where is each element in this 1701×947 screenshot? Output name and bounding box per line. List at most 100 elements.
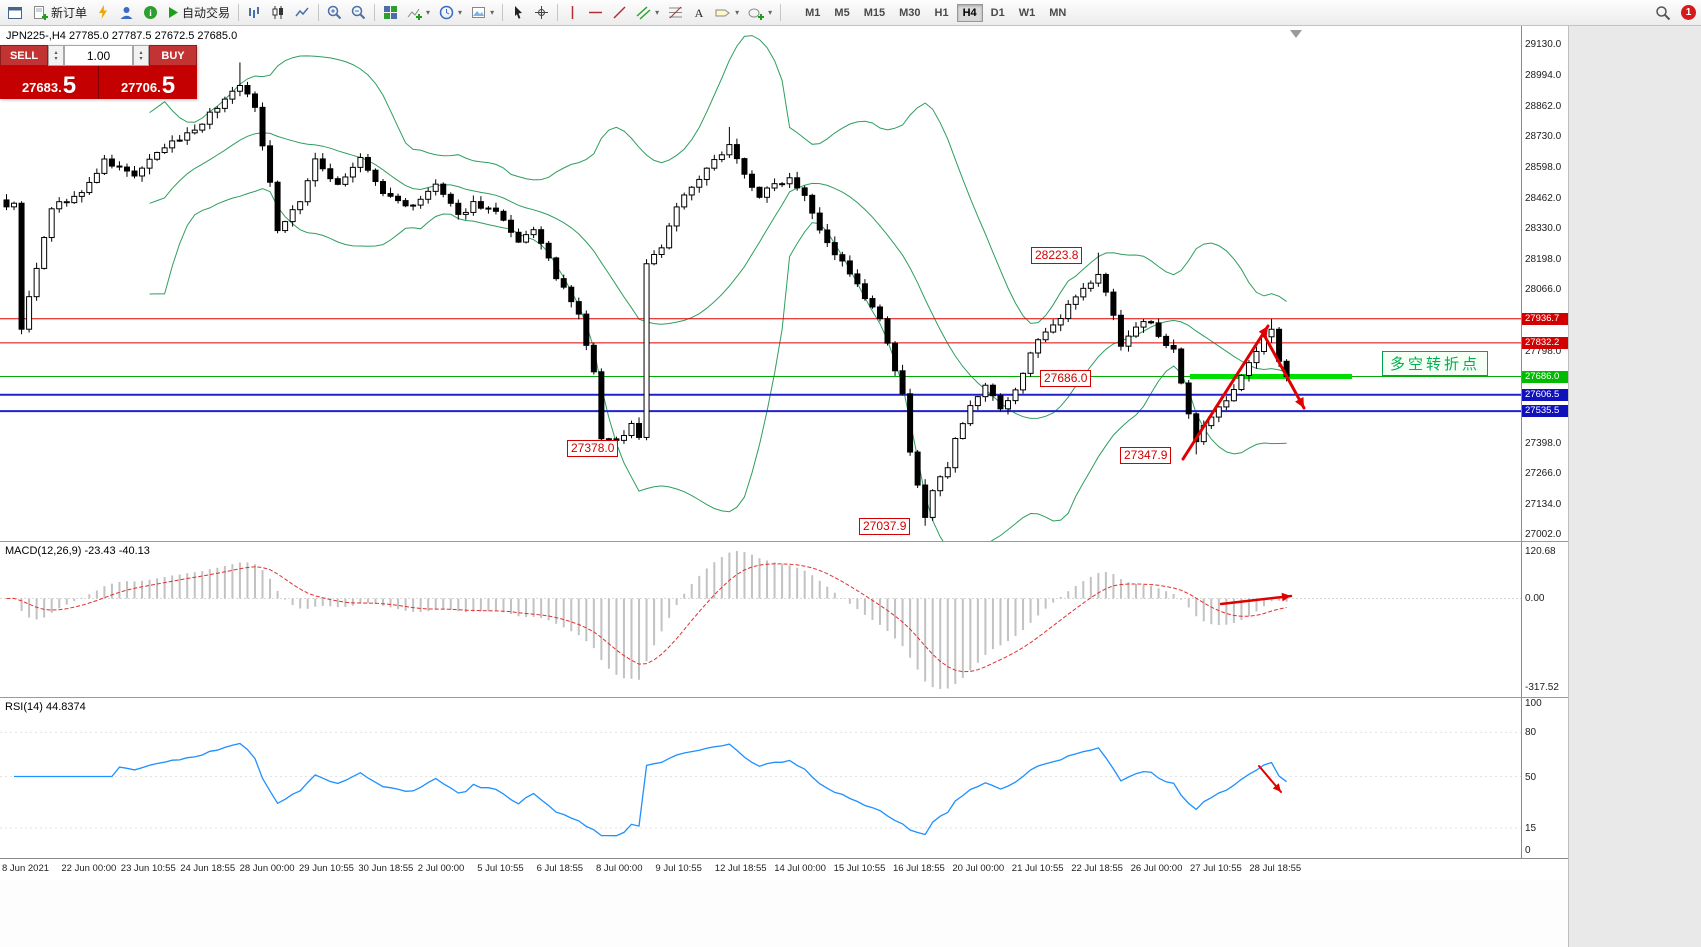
- text-icon: A: [695, 6, 704, 20]
- time-label: 8 Jun 2021: [2, 863, 50, 874]
- tile-windows-button[interactable]: [379, 3, 402, 23]
- indicators-dropdown-icon: ▾: [426, 8, 431, 17]
- sell-button[interactable]: SELL: [0, 45, 48, 66]
- price-tag: 27686.0: [1522, 370, 1568, 383]
- text-button[interactable]: A: [688, 3, 710, 23]
- time-label: 16 Jul 18:55: [893, 863, 945, 874]
- tile-windows-icon: [384, 6, 398, 19]
- trendline-button[interactable]: [608, 3, 631, 23]
- bar-chart-button[interactable]: [243, 3, 266, 23]
- time-label: 21 Jul 10:55: [1011, 863, 1064, 874]
- info-icon: i: [144, 6, 158, 19]
- time-label: 12 Jul 18:55: [714, 863, 767, 874]
- channel-dropdown-icon: ▾: [655, 8, 660, 17]
- timeframe-m15-button[interactable]: M15: [858, 4, 891, 22]
- price-axis[interactable]: 29130.0 28994.0 28862.0 28730.0 28598.0 28462…: [1521, 26, 1568, 858]
- trendline-icon: [613, 6, 626, 19]
- timeframe-m30-button[interactable]: M30: [893, 4, 926, 22]
- timeframe-h1-button[interactable]: H1: [929, 4, 955, 22]
- rsi-axis-tick: 100: [1525, 698, 1542, 709]
- price-tick: 28598.0: [1525, 161, 1562, 173]
- volume-decrease-stepper[interactable]: ▴ ▾: [48, 45, 64, 66]
- templates-button[interactable]: ▾: [467, 3, 498, 23]
- cursor-button[interactable]: [507, 3, 529, 23]
- crosshair-icon: [535, 6, 549, 19]
- time-label: 22 Jun 00:00: [61, 863, 117, 874]
- period-button[interactable]: ▾: [435, 3, 466, 23]
- new-order-button[interactable]: 新订单: [28, 3, 91, 23]
- time-axis[interactable]: 8 Jun 2021 22 Jun 00:00 23 Jun 10:55 24 Jun…: [0, 858, 1568, 880]
- search-button[interactable]: [1651, 3, 1675, 23]
- timeframe-d1-button[interactable]: D1: [985, 4, 1011, 22]
- line-chart-icon: [295, 7, 309, 17]
- rsi-panel[interactable]: [0, 697, 1521, 858]
- bottom-background: [0, 880, 1568, 947]
- autotrade-button[interactable]: 自动交易: [163, 3, 234, 23]
- zoom-out-icon: [351, 5, 366, 20]
- sell-price-pip: 5: [62, 72, 77, 99]
- buy-button[interactable]: BUY: [149, 45, 197, 66]
- sell-price[interactable]: 27683. 5: [0, 66, 99, 99]
- candlestick-chart-icon: [272, 6, 284, 19]
- price-tick: 28198.0: [1525, 253, 1562, 265]
- price-tag: 27606.5: [1522, 388, 1568, 401]
- time-label: 5 Jul 10:55: [477, 863, 524, 874]
- crosshair-button[interactable]: [530, 3, 553, 23]
- clock-icon: [439, 5, 454, 20]
- timeframe-m5-button[interactable]: M5: [828, 4, 855, 22]
- panel-separator[interactable]: [0, 541, 1568, 542]
- zoom-in-button[interactable]: [323, 3, 346, 23]
- profile-icon: [120, 7, 133, 19]
- timeframe-h4-button[interactable]: H4: [956, 3, 983, 22]
- time-label: 28 Jun 00:00: [239, 863, 295, 874]
- price-tag: 27936.7: [1522, 312, 1568, 325]
- timeframe-mn-button[interactable]: MN: [1043, 4, 1072, 22]
- chart-window: 29130.0 28994.0 28862.0 28730.0 28598.0 28462…: [0, 26, 1568, 880]
- channel-button[interactable]: ▾: [632, 3, 663, 23]
- price-tick: 27002.0: [1525, 529, 1562, 540]
- fibonacci-button[interactable]: [664, 3, 687, 23]
- volume-input[interactable]: [64, 45, 133, 66]
- time-label: 22 Jul 18:55: [1071, 863, 1123, 874]
- macd-axis-min: -317.52: [1525, 682, 1559, 693]
- new-order-label: 新订单: [51, 6, 88, 20]
- label-button[interactable]: ▾: [711, 3, 743, 23]
- buy-price[interactable]: 27706. 5: [99, 66, 197, 99]
- stepper-up-icon: ▴: [54, 49, 58, 56]
- sell-price-main: 27683.: [21, 80, 62, 95]
- charts-window-button[interactable]: [3, 3, 27, 23]
- chart-shift-marker[interactable]: [1290, 30, 1302, 38]
- search-icon: [1656, 5, 1671, 20]
- profile-button[interactable]: [115, 3, 138, 23]
- autotrade-label: 自动交易: [182, 6, 231, 20]
- cursor-icon: [515, 6, 523, 19]
- vertical-line-button[interactable]: [562, 3, 583, 23]
- price-tick: 29130.0: [1525, 39, 1562, 50]
- time-label: 27 Jul 10:55: [1190, 863, 1242, 874]
- shapes-button[interactable]: ▾: [744, 3, 776, 23]
- toolbar-separator: [780, 4, 782, 21]
- info-button[interactable]: i: [139, 3, 162, 23]
- period-dropdown-icon: ▾: [458, 8, 463, 17]
- line-chart-button[interactable]: [291, 3, 314, 23]
- panel-separator[interactable]: [0, 697, 1568, 698]
- price-chart[interactable]: [0, 26, 1521, 541]
- zoom-out-button[interactable]: [347, 3, 370, 23]
- notification-badge[interactable]: 1: [1681, 5, 1696, 20]
- stepper-down-icon: ▾: [54, 55, 58, 62]
- channel-icon: [636, 6, 651, 20]
- time-label: 26 Jul 00:00: [1130, 863, 1183, 874]
- timeframe-w1-button[interactable]: W1: [1013, 4, 1042, 22]
- candlestick-chart-button[interactable]: [267, 3, 290, 23]
- volume-increase-stepper[interactable]: ▴ ▾: [133, 45, 149, 66]
- time-label: 2 Jul 00:00: [417, 863, 465, 874]
- indicators-button[interactable]: ▾: [403, 3, 434, 23]
- lightning-button[interactable]: [92, 3, 114, 23]
- time-label: 23 Jun 10:55: [120, 863, 176, 874]
- bar-chart-icon: [249, 7, 260, 18]
- horizontal-line-button[interactable]: [584, 3, 607, 23]
- rsi-axis-tick: 80: [1525, 727, 1537, 739]
- timeframe-m1-button[interactable]: M1: [799, 4, 826, 22]
- macd-panel[interactable]: [0, 541, 1521, 697]
- price-tick: 28730.0: [1525, 131, 1562, 143]
